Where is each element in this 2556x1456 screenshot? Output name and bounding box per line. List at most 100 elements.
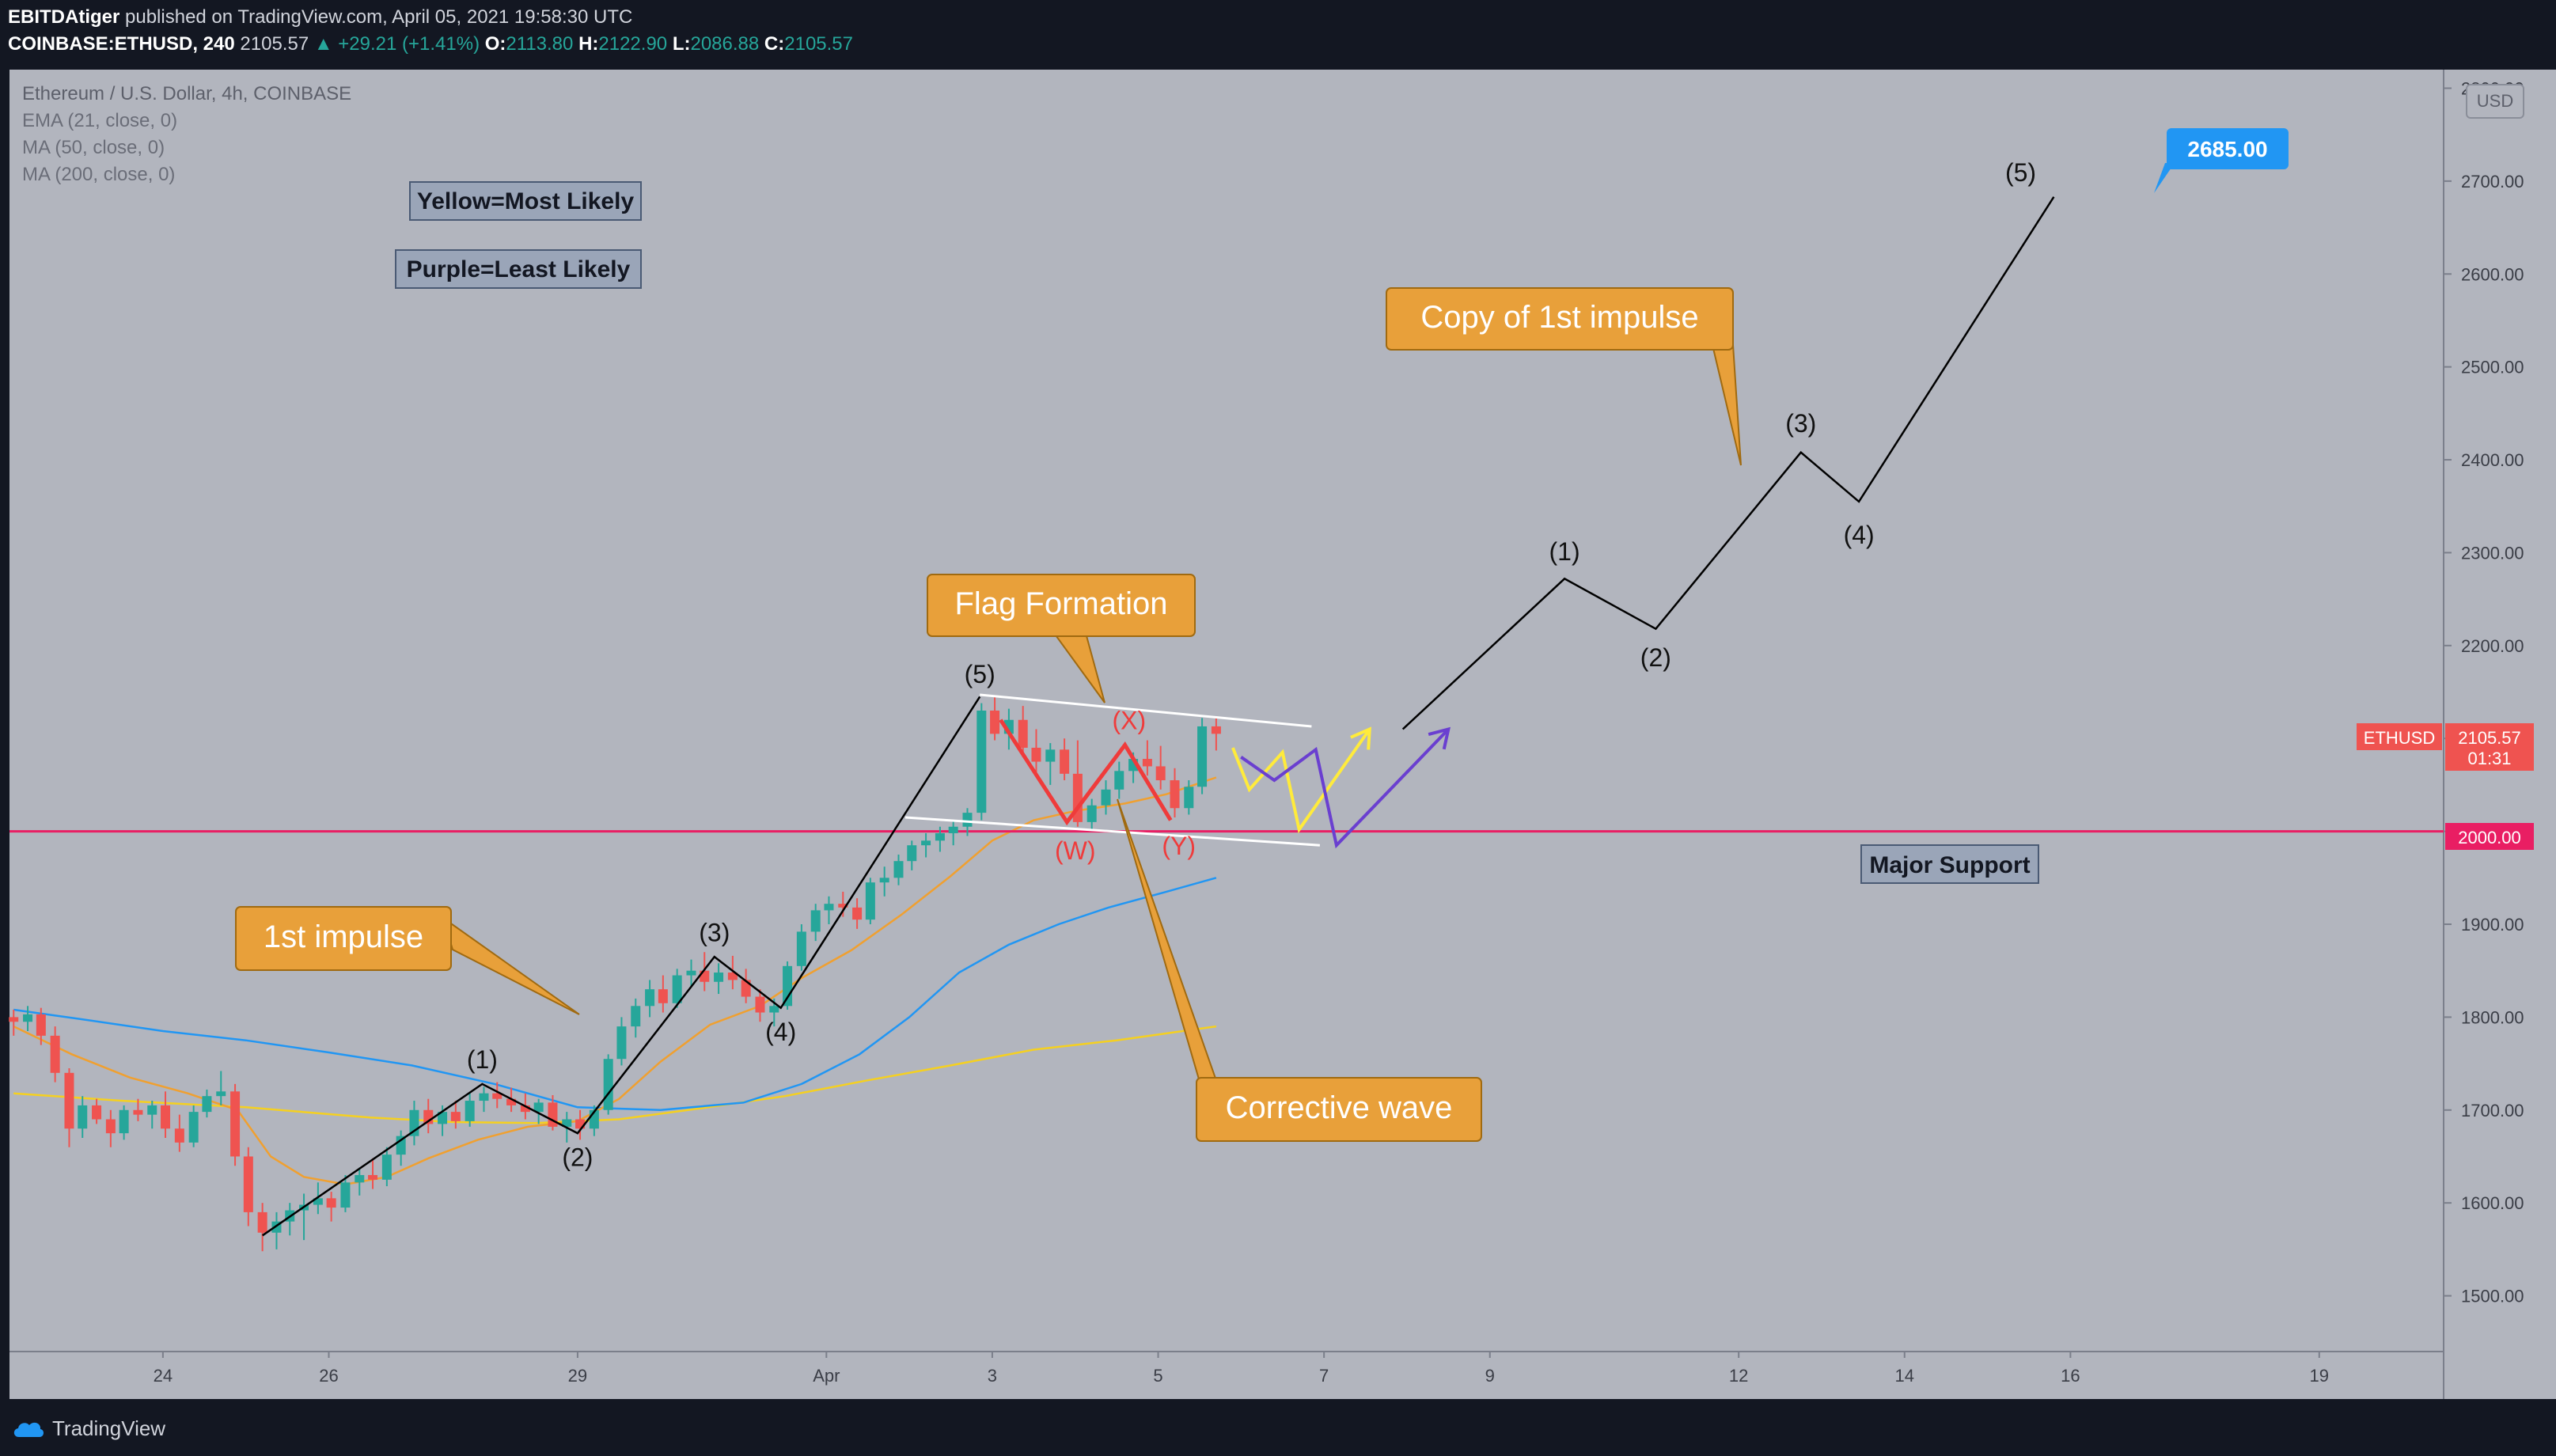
currency-button[interactable]: USD — [2466, 84, 2524, 119]
chart-header: EBITDAtiger published on TradingView.com… — [0, 0, 2556, 66]
time-tick-label: 14 — [1895, 1366, 1914, 1386]
high-value: 2122.90 — [598, 33, 668, 55]
candle-body — [243, 1156, 253, 1212]
candle-body — [450, 1112, 461, 1121]
candle-body — [202, 1096, 212, 1113]
candle-body — [865, 882, 875, 920]
yellow-legend-text: Yellow=Most Likely — [417, 188, 635, 214]
candle-body — [783, 965, 793, 1007]
moving-averages — [9, 776, 2444, 1185]
price-tick-label: 2500.00 — [2461, 358, 2524, 377]
candle-body — [533, 1102, 544, 1113]
candle-body — [161, 1105, 171, 1129]
yellow-legend-box[interactable]: Yellow=Most Likely — [409, 181, 642, 221]
candle-body — [1197, 726, 1208, 787]
candle-body — [50, 1035, 60, 1073]
tradingview-logo[interactable]: TradingView — [11, 1416, 165, 1441]
time-tick-label: 7 — [1319, 1366, 1329, 1386]
legend-ma50[interactable]: MA (50, close, 0) — [22, 137, 165, 158]
ohlc-line: COINBASE:ETHUSD, 240 2105.57 ▲ +29.21 (+… — [8, 33, 853, 55]
candle-body — [381, 1155, 392, 1180]
wave-label: (1) — [467, 1045, 498, 1074]
wave-label: (4) — [765, 1018, 796, 1046]
candle-body — [962, 813, 973, 827]
price-tick-label: 2600.00 — [2461, 264, 2524, 284]
wave-label: (2) — [562, 1143, 593, 1171]
candle-body — [64, 1072, 74, 1129]
price-change: ▲ +29.21 (+1.41%) — [313, 33, 480, 55]
legend-ma200[interactable]: MA (200, close, 0) — [22, 164, 175, 185]
candle-body — [686, 970, 696, 976]
time-tick-label: 9 — [1485, 1366, 1495, 1386]
major-support-text: Major Support — [1869, 852, 2030, 878]
candle-body — [935, 832, 945, 841]
major-support-box[interactable]: Major Support — [1860, 844, 2039, 884]
candle-body — [257, 1211, 267, 1233]
candle-body — [23, 1014, 33, 1022]
corrective-wave-callout[interactable]: Corrective wave — [1117, 798, 1482, 1142]
wave-label: (5) — [965, 660, 995, 688]
candle-body — [188, 1112, 199, 1143]
candle-body — [755, 996, 765, 1013]
ma50-line — [13, 877, 1217, 1112]
target-badge[interactable]: 2685.00 — [2154, 128, 2289, 193]
price-tick-label: 2400.00 — [2461, 450, 2524, 470]
candle-body — [492, 1093, 502, 1099]
correction-path — [999, 719, 1173, 826]
last-price-countdown: 01:31 — [2467, 749, 2511, 768]
candle-body — [616, 1026, 627, 1060]
yellow-arrowhead — [1350, 726, 1371, 750]
publish-line: EBITDAtiger published on TradingView.com… — [8, 6, 632, 28]
wave-label: (3) — [1785, 409, 1816, 438]
flag-channel-lower — [904, 816, 1321, 847]
tradingview-cloud-icon — [13, 1422, 44, 1437]
candle-body — [658, 989, 668, 1003]
copy-impulse-callout[interactable]: Copy of 1st impulse — [1386, 287, 1742, 466]
candle-body — [368, 1174, 378, 1180]
candle-body — [1184, 787, 1194, 809]
flag-formation-callout[interactable]: Flag Formation — [927, 574, 1196, 703]
candle-body — [796, 931, 806, 966]
candle-body — [852, 907, 863, 920]
candle-body — [562, 1119, 572, 1127]
purple-legend-box[interactable]: Purple=Least Likely — [395, 249, 642, 289]
candle-body — [326, 1198, 336, 1208]
candle-body — [438, 1112, 448, 1124]
candle-body — [1060, 749, 1070, 774]
future-wave-path — [1401, 196, 2055, 730]
first-impulse-text: 1st impulse — [264, 919, 423, 954]
chart-legend: Ethereum / U.S. Dollar, 4h, COINBASE EMA… — [22, 83, 351, 185]
price-tick-label: 2200.00 — [2461, 636, 2524, 656]
corrective-wave-text: Corrective wave — [1226, 1090, 1453, 1125]
candle-body — [520, 1105, 530, 1113]
first-impulse-callout[interactable]: 1st impulse — [235, 906, 580, 1015]
candle-body — [340, 1182, 351, 1208]
time-axis[interactable] — [9, 1352, 2444, 1399]
candle-body — [631, 1006, 641, 1027]
price-tick-label: 1700.00 — [2461, 1101, 2524, 1120]
candle-body — [36, 1014, 46, 1036]
candle-body — [575, 1119, 586, 1129]
publisher-name[interactable]: EBITDAtiger — [8, 6, 120, 28]
candle-body — [714, 973, 724, 982]
candle-body — [727, 973, 738, 980]
wave-label: (4) — [1844, 521, 1875, 549]
flag-channel-upper — [980, 693, 1312, 728]
time-tick-label: 19 — [2310, 1366, 2329, 1386]
candle-body — [990, 711, 1000, 734]
candle-body — [672, 975, 682, 1003]
candle-body — [1211, 726, 1221, 734]
footer-bar: TradingView — [0, 1399, 2556, 1456]
candle-body — [506, 1098, 517, 1105]
legend-ema[interactable]: EMA (21, close, 0) — [22, 110, 177, 131]
open-label: O: — [484, 33, 506, 55]
publish-info: published on TradingView.com, April 05, … — [125, 6, 633, 28]
time-tick-label: 3 — [988, 1366, 997, 1386]
price-tick-label: 1900.00 — [2461, 915, 2524, 935]
time-tick-label: 26 — [319, 1366, 338, 1386]
close-label: C: — [764, 33, 785, 55]
price-tick-label: 1600.00 — [2461, 1193, 2524, 1213]
candle-body — [147, 1105, 157, 1115]
time-tick-label: Apr — [813, 1366, 840, 1386]
